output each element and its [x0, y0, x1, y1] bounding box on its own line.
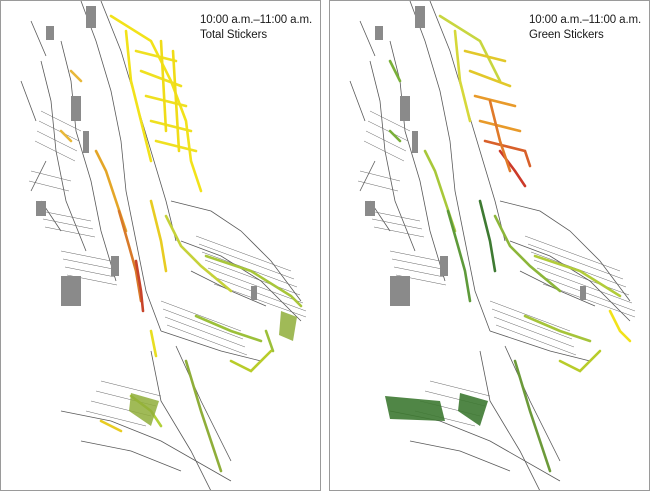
map-panel-total-stickers: 10:00 a.m.–11:00 a.m. Total Stickers [0, 0, 321, 491]
map-green-stickers [349, 1, 636, 490]
map-caption: 10:00 a.m.–11:00 a.m. Total Stickers [200, 13, 312, 43]
time-label: 10:00 a.m.–11:00 a.m. [529, 14, 642, 26]
time-label: 10:00 a.m.–11:00 a.m. [200, 14, 313, 26]
map-total-stickers [20, 1, 307, 490]
map-caption: 10:00 a.m.–11:00 a.m. Green Stickers [529, 13, 641, 43]
layer-label: Total Stickers [200, 29, 267, 41]
map-panel-green-stickers: 10:00 a.m.–11:00 a.m. Green Stickers [329, 0, 650, 491]
layer-label: Green Stickers [529, 29, 604, 41]
